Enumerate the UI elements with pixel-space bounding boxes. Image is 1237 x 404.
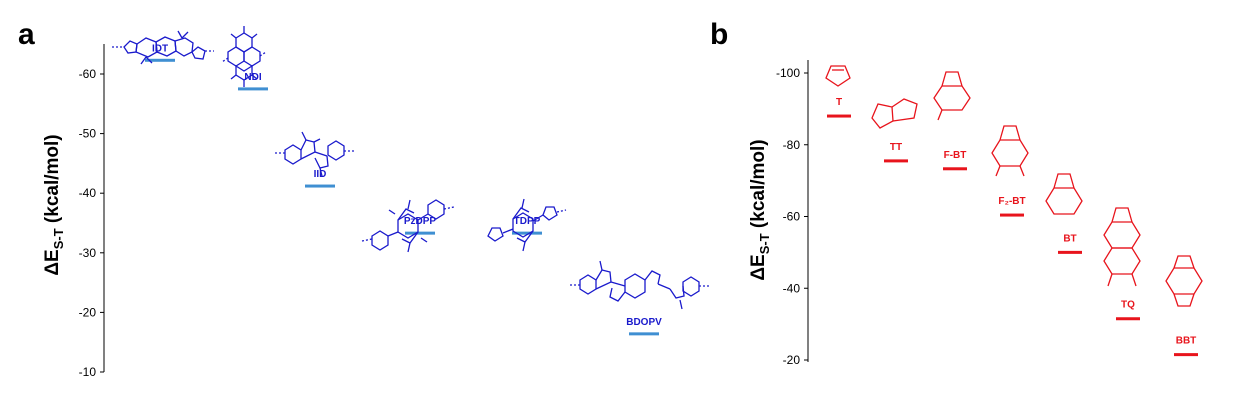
molecule-label: NDI <box>244 72 261 83</box>
y-tick-label: -100 <box>776 66 800 80</box>
y-tick-label: -10 <box>79 365 97 379</box>
molecule-label: IDT <box>152 43 168 54</box>
bbt-structure-icon <box>1165 255 1203 307</box>
molecule-label: T <box>836 97 842 108</box>
f-bt-structure-icon <box>933 71 971 121</box>
panel-a-ticks: -60 -50 -40 -30 -20 -10 <box>79 67 104 379</box>
energy-level-mark <box>305 184 335 188</box>
y-tick-label: -80 <box>783 138 801 152</box>
molecule-label: TDPP <box>514 216 541 227</box>
t-structure-icon <box>825 65 851 87</box>
panel-a-ylabel: ΔES-T (kcal/mol) <box>42 134 66 275</box>
energy-level-mark <box>827 114 851 118</box>
energy-level-mark <box>1174 353 1198 357</box>
y-tick-label: -60 <box>783 210 801 224</box>
molecule-label: TT <box>890 142 902 153</box>
idt-structure-icon <box>112 30 214 65</box>
molecule-label: F-BT <box>944 150 967 161</box>
tdpp-structure-icon <box>487 198 567 252</box>
energy-level-mark <box>1116 317 1140 321</box>
pzdpp-structure-icon <box>361 199 455 253</box>
y-tick-label: -40 <box>79 186 97 200</box>
energy-level-mark <box>145 58 175 62</box>
energy-level-mark <box>1000 213 1024 217</box>
ndi-structure-icon <box>221 26 267 87</box>
energy-level-mark <box>629 332 659 336</box>
y-tick-label: -40 <box>783 281 801 295</box>
tq-structure-icon <box>1103 207 1141 287</box>
y-tick-label: -50 <box>79 127 97 141</box>
molecule-label: PzDPP <box>404 216 437 227</box>
tt-structure-icon <box>871 98 918 129</box>
panel-b: b -100-80-60-40-20 ΔES-T (kcal/mol) TTTF… <box>710 18 1203 367</box>
panel-b-ticks: -100 -80 -60 -40 -20 <box>776 66 808 367</box>
bt-structure-icon <box>1045 173 1083 215</box>
energy-level-mark <box>238 87 268 91</box>
panel-a-marks: IDT NDI IID PzDPP TDPP BDOPV <box>145 43 662 336</box>
panel-a-letter: a <box>18 18 35 51</box>
molecule-label: BBT <box>1176 336 1197 347</box>
y-tick-label: -20 <box>783 353 801 367</box>
f2-bt-structure-icon <box>991 125 1029 177</box>
panel-b-ylabel: ΔES-T (kcal/mol) <box>748 139 772 280</box>
bdopv-structure-icon <box>570 260 710 310</box>
panel-a: a -60 -50 -40 -30 -20 -10 ΔES-T (kcal/mol) ID… <box>18 18 710 379</box>
energy-level-mark <box>512 231 542 235</box>
y-tick-label: -60 <box>79 67 97 81</box>
energy-level-mark <box>884 159 908 163</box>
molecule-label: TQ <box>1121 300 1135 311</box>
iid-structure-icon <box>275 131 354 177</box>
molecule-label: F₂-BT <box>998 196 1025 207</box>
molecule-label: BDOPV <box>626 317 662 328</box>
molecule-label: BT <box>1063 233 1076 244</box>
energy-level-mark <box>943 167 967 171</box>
y-tick-label: -30 <box>79 246 97 260</box>
energy-level-mark <box>1058 250 1082 254</box>
panel-b-letter: b <box>710 18 728 51</box>
molecule-label: IID <box>314 169 327 180</box>
y-tick-label: -20 <box>79 305 97 319</box>
energy-level-mark <box>405 231 435 235</box>
